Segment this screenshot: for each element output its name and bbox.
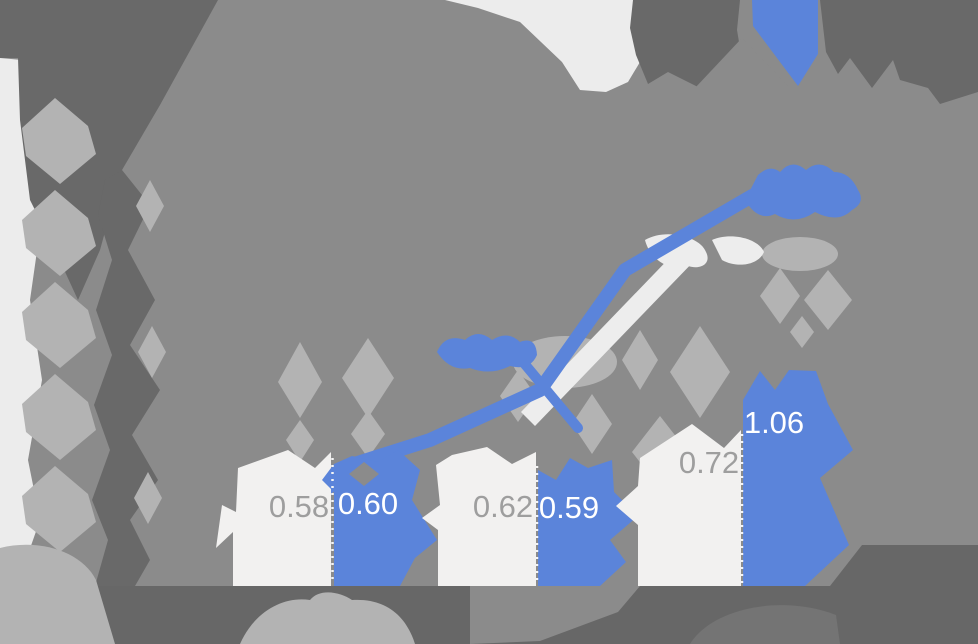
x-tick-label-blob-1 xyxy=(240,592,415,644)
y-tick-label-blobs xyxy=(0,98,115,644)
bar-value-label-blue-1: 0.60 xyxy=(338,486,398,521)
y-axis-strip xyxy=(0,58,42,572)
bar-blue-2 xyxy=(538,458,638,586)
legend-swatch-blue xyxy=(752,0,818,86)
bar-blue-1 xyxy=(322,450,437,586)
bar-value-label-blue-2: 0.59 xyxy=(539,490,599,525)
gray-blob-cluster-group1 xyxy=(278,338,394,462)
line-label-blob-group3 xyxy=(745,164,861,220)
legend-label-notch xyxy=(695,38,790,88)
bar-value-label-white-2: 0.62 xyxy=(473,489,533,524)
x-tick-label-blob-3 xyxy=(690,605,840,644)
bar-white-3 xyxy=(616,424,741,586)
bar-value-label-blue-3: 1.06 xyxy=(744,405,804,440)
bar-value-label-white-1: 0.58 xyxy=(269,489,329,524)
bar-pair-separators xyxy=(331,434,744,584)
bar-blue-1-hole xyxy=(349,462,379,486)
line-label-blob-group2 xyxy=(437,334,537,372)
legend-swatch-white xyxy=(445,0,640,92)
x-tick-label-blob-2 xyxy=(470,586,640,644)
bar-blue-3 xyxy=(743,370,853,586)
bar-value-label-white-3: 0.72 xyxy=(679,445,739,480)
bar-white-2 xyxy=(422,447,536,586)
legend-label-blob-2 xyxy=(820,0,978,104)
legend-label-blob-1 xyxy=(630,0,742,88)
left-band-diamonds xyxy=(134,180,166,524)
bar-white-1 xyxy=(216,450,331,586)
gray-blob-cluster-group3 xyxy=(622,237,852,418)
legend xyxy=(445,0,978,104)
